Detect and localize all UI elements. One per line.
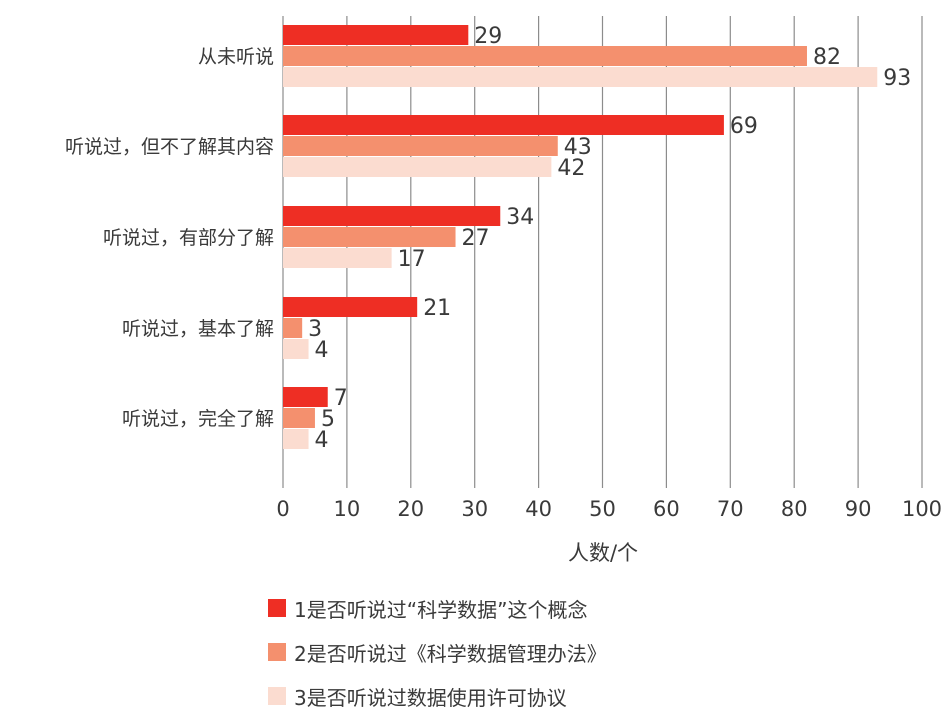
legend-label-series-1: 1是否听说过“科学数据”这个概念 bbox=[294, 597, 588, 622]
bar-series-2 bbox=[283, 136, 558, 156]
data-label-series-3: 42 bbox=[557, 156, 585, 181]
legend-item-series-2: 2是否听说过《科学数据管理办法》 bbox=[268, 630, 607, 674]
data-label-series-2: 5 bbox=[321, 407, 335, 432]
category-label: 从未听说 bbox=[198, 46, 274, 68]
data-label-series-3: 4 bbox=[315, 338, 329, 363]
grid-lines bbox=[282, 16, 923, 488]
legend-item-series-1: 1是否听说过“科学数据”这个概念 bbox=[268, 586, 607, 630]
x-tick-labels: 0 10 20 30 40 50 60 70 80 90 100 bbox=[276, 497, 942, 521]
category-label: 听说过，基本了解 bbox=[122, 318, 274, 340]
legend-swatch-series-3 bbox=[268, 687, 286, 705]
bar-series-1 bbox=[283, 297, 418, 317]
bar-series-2 bbox=[283, 408, 315, 428]
data-label-series-1: 7 bbox=[334, 386, 348, 411]
data-label-series-1: 69 bbox=[730, 114, 758, 139]
bar-series-2 bbox=[283, 46, 807, 66]
x-tick-label: 90 bbox=[845, 497, 872, 521]
x-tick-label: 60 bbox=[653, 497, 680, 521]
x-axis-title: 人数/个 bbox=[568, 541, 638, 565]
legend-swatch-series-2 bbox=[268, 643, 286, 661]
legend-label-series-2: 2是否听说过《科学数据管理办法》 bbox=[294, 641, 607, 666]
data-label-series-3: 93 bbox=[883, 66, 911, 91]
bar-series-1 bbox=[283, 25, 469, 45]
bar-series-3 bbox=[283, 339, 309, 359]
data-label-series-2: 43 bbox=[564, 135, 592, 160]
category-label: 听说过，完全了解 bbox=[122, 408, 274, 430]
bar-series-2 bbox=[283, 227, 456, 247]
bar-series-1 bbox=[283, 387, 328, 407]
bar-series-1 bbox=[283, 115, 724, 135]
x-tick-label: 30 bbox=[461, 497, 488, 521]
data-label-series-1: 21 bbox=[423, 296, 451, 321]
bar-series-3 bbox=[283, 248, 392, 268]
category-label: 听说过，有部分了解 bbox=[103, 227, 274, 249]
category-label: 听说过，但不了解其内容 bbox=[65, 136, 274, 158]
bar-series-3 bbox=[283, 429, 309, 449]
legend-item-series-3: 3是否听说过数据使用许可协议 bbox=[268, 674, 607, 718]
x-tick-label: 40 bbox=[525, 497, 552, 521]
legend-label-series-3: 3是否听说过数据使用许可协议 bbox=[294, 685, 567, 710]
bars bbox=[283, 25, 878, 449]
legend-swatch-series-1 bbox=[268, 599, 286, 617]
data-label-series-3: 4 bbox=[315, 428, 329, 453]
x-tick-label: 80 bbox=[781, 497, 808, 521]
data-label-series-1: 29 bbox=[474, 24, 502, 49]
x-tick-label: 20 bbox=[397, 497, 424, 521]
data-label-series-3: 17 bbox=[398, 247, 426, 272]
x-tick-label: 0 bbox=[276, 497, 289, 521]
bar-series-1 bbox=[283, 206, 501, 226]
data-label-series-2: 27 bbox=[462, 226, 490, 251]
x-tick-label: 10 bbox=[334, 497, 361, 521]
bar-series-3 bbox=[283, 157, 552, 177]
x-tick-label: 70 bbox=[717, 497, 744, 521]
data-label-series-2: 82 bbox=[813, 45, 841, 70]
data-label-series-1: 34 bbox=[506, 205, 534, 230]
x-tick-label: 50 bbox=[589, 497, 616, 521]
bar-series-3 bbox=[283, 67, 878, 87]
legend: 1是否听说过“科学数据”这个概念 2是否听说过《科学数据管理办法》 3是否听说过… bbox=[268, 586, 607, 718]
bar-series-2 bbox=[283, 318, 303, 338]
x-tick-label: 100 bbox=[902, 497, 942, 521]
data-label-series-2: 3 bbox=[308, 317, 322, 342]
